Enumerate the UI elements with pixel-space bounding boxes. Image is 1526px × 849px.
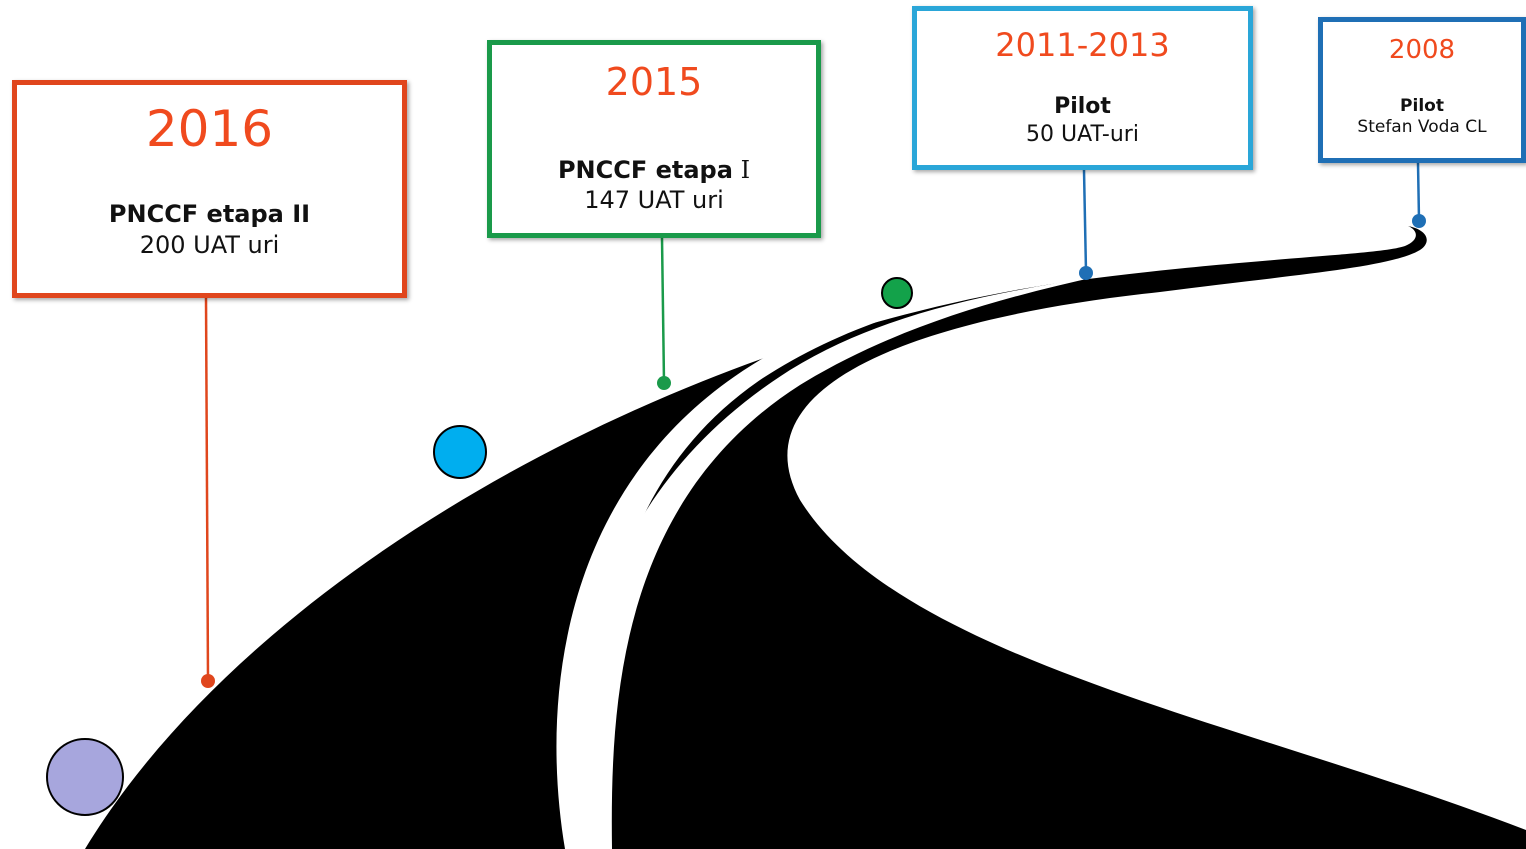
- lane-stripe-left: [556, 272, 1080, 849]
- milestone-title: PNCCF etapa II: [108, 200, 311, 228]
- milestone-title: Pilot: [1400, 96, 1444, 116]
- connector-2008: [1416, 162, 1421, 221]
- milestone-title: PNCCF etapa: [557, 156, 733, 184]
- connector-2015: [660, 237, 666, 383]
- road-shape: [85, 226, 1526, 849]
- milestone-subtitle: 50 UAT-uri: [1026, 122, 1139, 147]
- milestone-card-2015: 2015 PNCCF etapa I 147 UAT uri: [487, 40, 821, 238]
- circle-green: [881, 277, 913, 309]
- connector-2011: [1082, 169, 1088, 273]
- milestone-card-2011-2013: 2011-2013 Pilot 50 UAT-uri: [912, 6, 1253, 170]
- milestone-year: 2015: [605, 60, 703, 104]
- milestone-year: 2008: [1388, 35, 1456, 65]
- milestone-title-suffix: I: [732, 156, 751, 184]
- connector-dot-2011: [1079, 266, 1093, 280]
- connector-dot-2015: [657, 376, 671, 390]
- milestone-card-2008: 2008 Pilot Stefan Voda CL: [1318, 17, 1526, 163]
- milestone-title: Pilot: [1054, 94, 1111, 119]
- connector-2016: [204, 297, 210, 681]
- circle-lavender: [46, 738, 124, 816]
- milestone-year: 2016: [145, 100, 274, 158]
- circle-cyan: [433, 425, 487, 479]
- connector-dot-2016: [201, 674, 215, 688]
- milestone-subtitle: 200 UAT uri: [139, 231, 280, 259]
- milestone-card-2016: 2016 PNCCF etapa II 200 UAT uri: [12, 80, 407, 298]
- connector-dot-2008: [1412, 214, 1426, 228]
- milestone-subtitle: 147 UAT uri: [584, 186, 724, 214]
- milestone-title-wrap: PNCCF etapa I: [492, 155, 816, 185]
- milestone-year: 2011-2013: [995, 26, 1170, 64]
- milestone-subtitle: Stefan Voda CL: [1357, 117, 1487, 137]
